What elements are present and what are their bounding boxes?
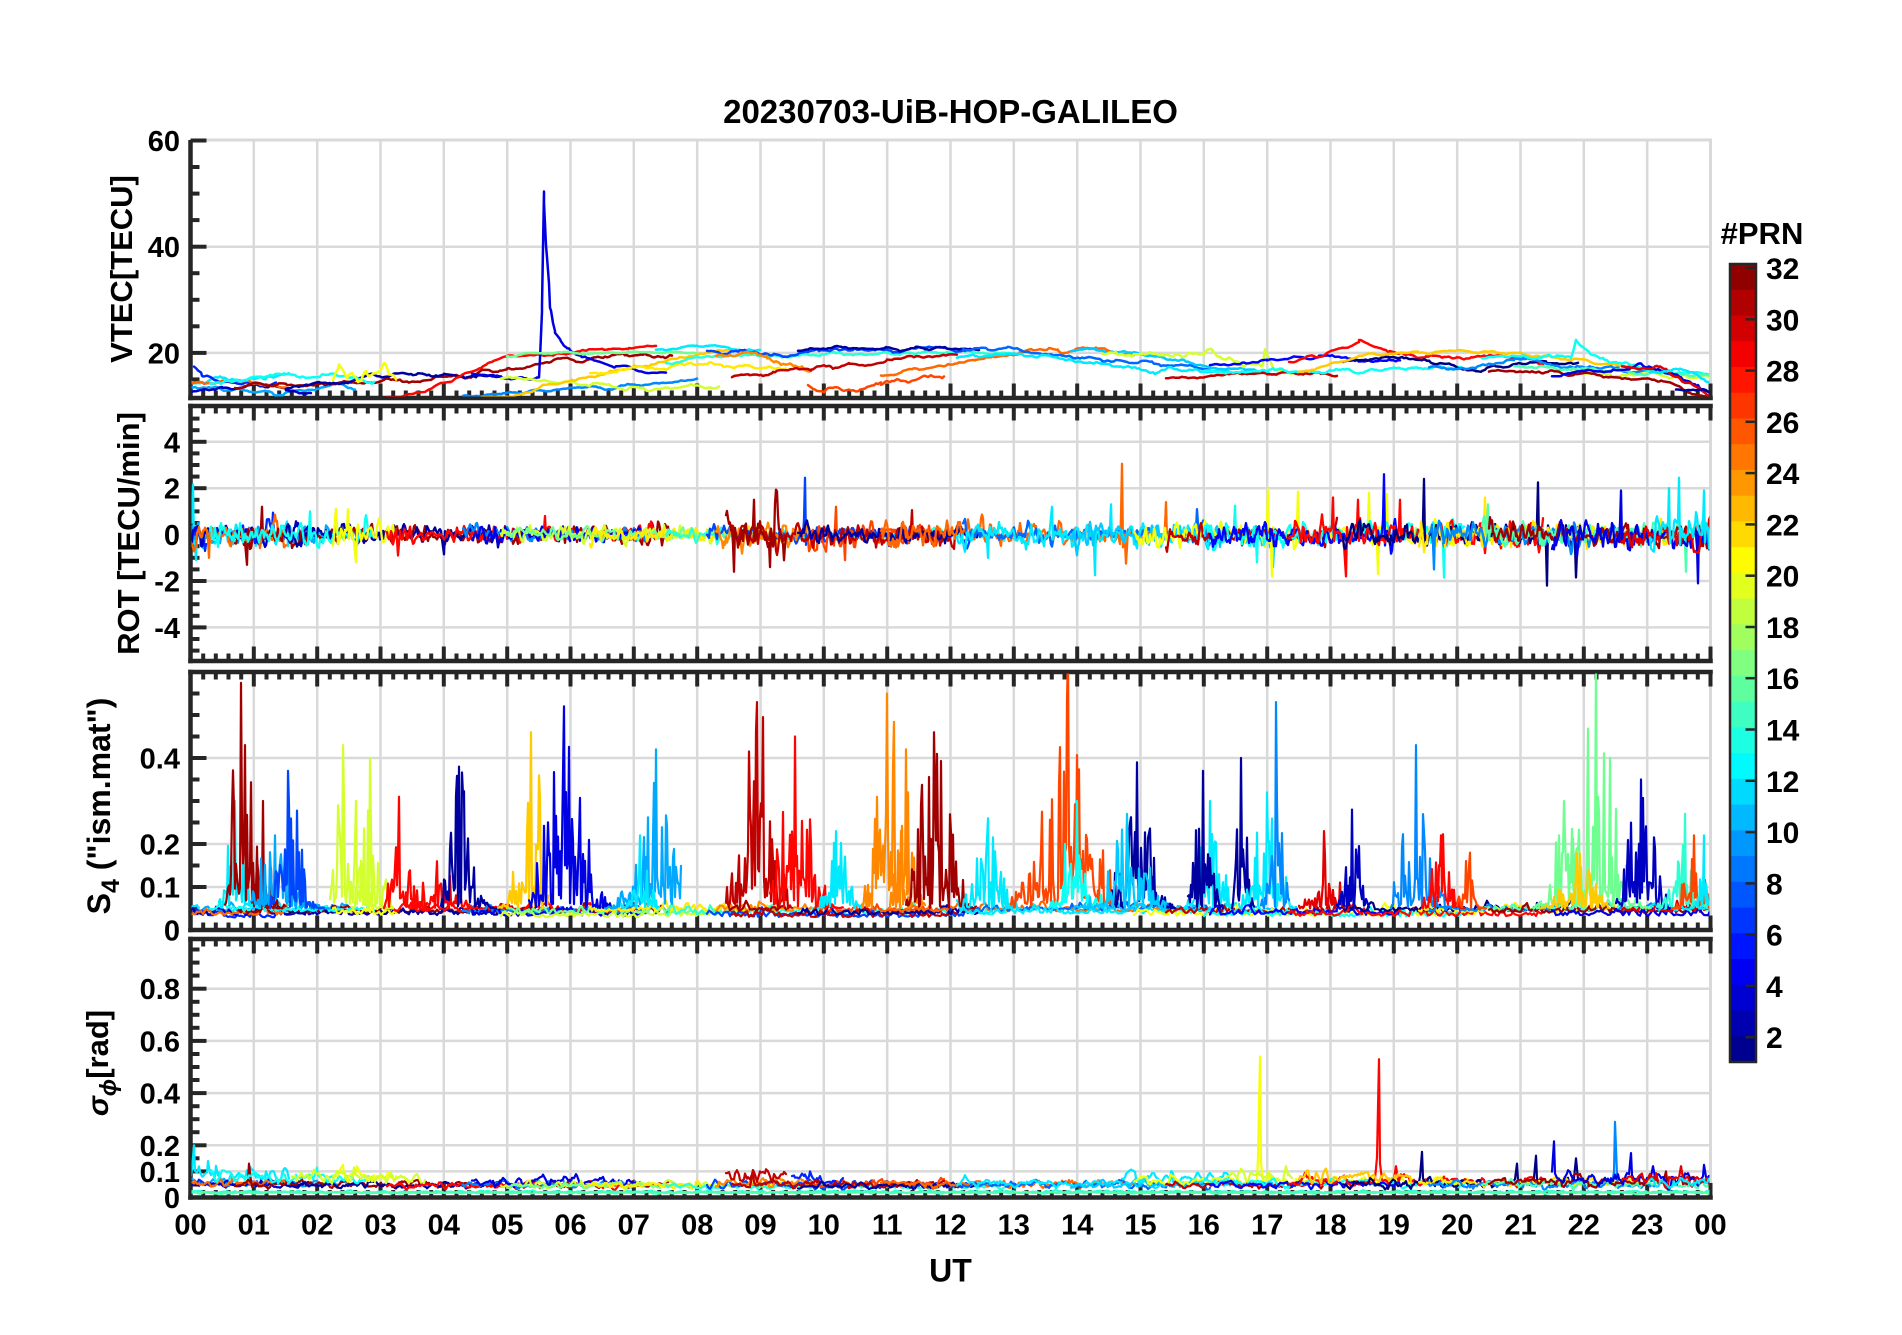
svg-text:11: 11: [872, 1210, 903, 1242]
svg-text:22: 22: [1766, 509, 1799, 542]
svg-text:4: 4: [164, 427, 180, 459]
svg-text:0.4: 0.4: [140, 744, 180, 776]
svg-text:0: 0: [164, 1183, 180, 1215]
svg-text:02: 02: [301, 1210, 333, 1242]
svg-text:ROT [TECU/min]: ROT [TECU/min]: [111, 412, 146, 655]
svg-text:0.2: 0.2: [140, 830, 180, 862]
svg-text:20: 20: [1766, 561, 1799, 594]
svg-text:06: 06: [554, 1210, 586, 1242]
svg-text:0.1: 0.1: [140, 873, 180, 905]
svg-text:05: 05: [491, 1210, 523, 1242]
svg-text:08: 08: [681, 1210, 713, 1242]
svg-text:2: 2: [164, 474, 180, 506]
svg-text:00: 00: [174, 1210, 206, 1242]
svg-text:60: 60: [148, 126, 180, 158]
svg-text:0.2: 0.2: [140, 1131, 180, 1163]
svg-text:10: 10: [1766, 817, 1799, 850]
svg-text:2: 2: [1766, 1022, 1783, 1055]
svg-text:20230703-UiB-HOP-GALILEO: 20230703-UiB-HOP-GALILEO: [723, 93, 1178, 130]
svg-text:13: 13: [998, 1210, 1030, 1242]
svg-text:09: 09: [744, 1210, 776, 1242]
svg-text:40: 40: [148, 232, 180, 264]
svg-text:0.8: 0.8: [140, 974, 180, 1006]
svg-text:-4: -4: [154, 613, 180, 645]
svg-text:28: 28: [1766, 356, 1799, 389]
svg-text:0: 0: [164, 520, 180, 552]
svg-text:σϕ[rad]: σϕ[rad]: [80, 1010, 121, 1116]
svg-text:4: 4: [1766, 971, 1783, 1004]
svg-text:19: 19: [1378, 1210, 1410, 1242]
svg-text:23: 23: [1631, 1210, 1663, 1242]
svg-text:0: 0: [164, 916, 180, 948]
svg-text:17: 17: [1251, 1210, 1283, 1242]
svg-text:-2: -2: [154, 567, 180, 599]
svg-text:0.6: 0.6: [140, 1026, 180, 1058]
svg-text:22: 22: [1568, 1210, 1600, 1242]
svg-text:14: 14: [1766, 715, 1800, 748]
svg-text:00: 00: [1694, 1210, 1726, 1242]
svg-text:30: 30: [1766, 304, 1799, 337]
svg-text:04: 04: [428, 1210, 460, 1242]
svg-text:24: 24: [1766, 458, 1800, 491]
svg-text:03: 03: [364, 1210, 396, 1242]
svg-text:15: 15: [1124, 1210, 1156, 1242]
svg-text:VTEC[TECU]: VTEC[TECU]: [104, 175, 139, 363]
svg-text:UT: UT: [929, 1253, 972, 1289]
svg-text:12: 12: [1766, 766, 1799, 799]
svg-text:0.1: 0.1: [140, 1157, 180, 1189]
svg-text:26: 26: [1766, 407, 1799, 440]
svg-text:8: 8: [1766, 868, 1783, 901]
svg-text:20: 20: [148, 338, 180, 370]
svg-text:32: 32: [1766, 253, 1799, 286]
svg-text:18: 18: [1314, 1210, 1346, 1242]
svg-text:10: 10: [808, 1210, 840, 1242]
svg-text:16: 16: [1188, 1210, 1220, 1242]
svg-text:07: 07: [618, 1210, 650, 1242]
svg-text:21: 21: [1504, 1210, 1536, 1242]
svg-text:12: 12: [934, 1210, 966, 1242]
svg-text:01: 01: [238, 1210, 270, 1242]
svg-text:20: 20: [1441, 1210, 1473, 1242]
svg-text:16: 16: [1766, 663, 1799, 696]
svg-text:0.4: 0.4: [140, 1079, 180, 1111]
svg-text:#PRN: #PRN: [1721, 216, 1804, 251]
svg-text:18: 18: [1766, 612, 1799, 645]
svg-text:14: 14: [1061, 1210, 1093, 1242]
svg-text:6: 6: [1766, 920, 1783, 953]
